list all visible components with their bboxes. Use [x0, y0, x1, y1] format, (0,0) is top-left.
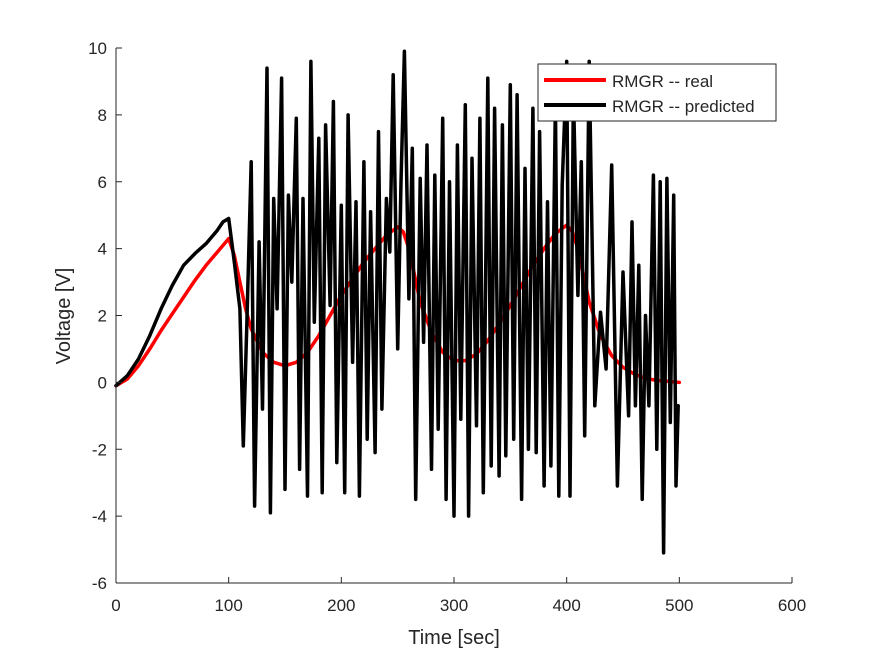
- series-layer: [114, 49, 682, 555]
- x-tick-label: 0: [111, 596, 120, 615]
- x-tick-label: 400: [552, 596, 580, 615]
- x-tick-label: 300: [440, 596, 468, 615]
- legend: RMGR -- real RMGR -- predicted: [537, 63, 777, 122]
- x-axis-label: Time [sec]: [408, 627, 500, 649]
- y-tick-label: -4: [92, 507, 107, 526]
- legend-box: [537, 63, 777, 122]
- y-tick-label: 4: [98, 240, 107, 259]
- y-ticks: -6 -4 -2 0 2 4 6 8 10: [88, 39, 122, 593]
- x-ticks: 0 100 200 300 400 500 600: [111, 577, 806, 615]
- legend-label-predicted: RMGR -- predicted: [612, 97, 755, 116]
- y-tick-label: -6: [92, 574, 107, 593]
- series-line-predicted: [114, 49, 680, 555]
- y-axis-label: Voltage [V]: [53, 268, 75, 365]
- x-tick-label: 100: [214, 596, 242, 615]
- y-tick-label: 6: [98, 173, 107, 192]
- x-tick-label: 600: [778, 596, 806, 615]
- x-tick-label: 500: [665, 596, 693, 615]
- y-tick-label: 2: [98, 307, 107, 326]
- y-tick-label: -2: [92, 440, 107, 459]
- x-tick-label: 200: [327, 596, 355, 615]
- y-tick-label: 10: [88, 39, 107, 58]
- legend-label-real: RMGR -- real: [612, 72, 713, 91]
- y-tick-label: 8: [98, 106, 107, 125]
- y-tick-label: 0: [98, 373, 107, 392]
